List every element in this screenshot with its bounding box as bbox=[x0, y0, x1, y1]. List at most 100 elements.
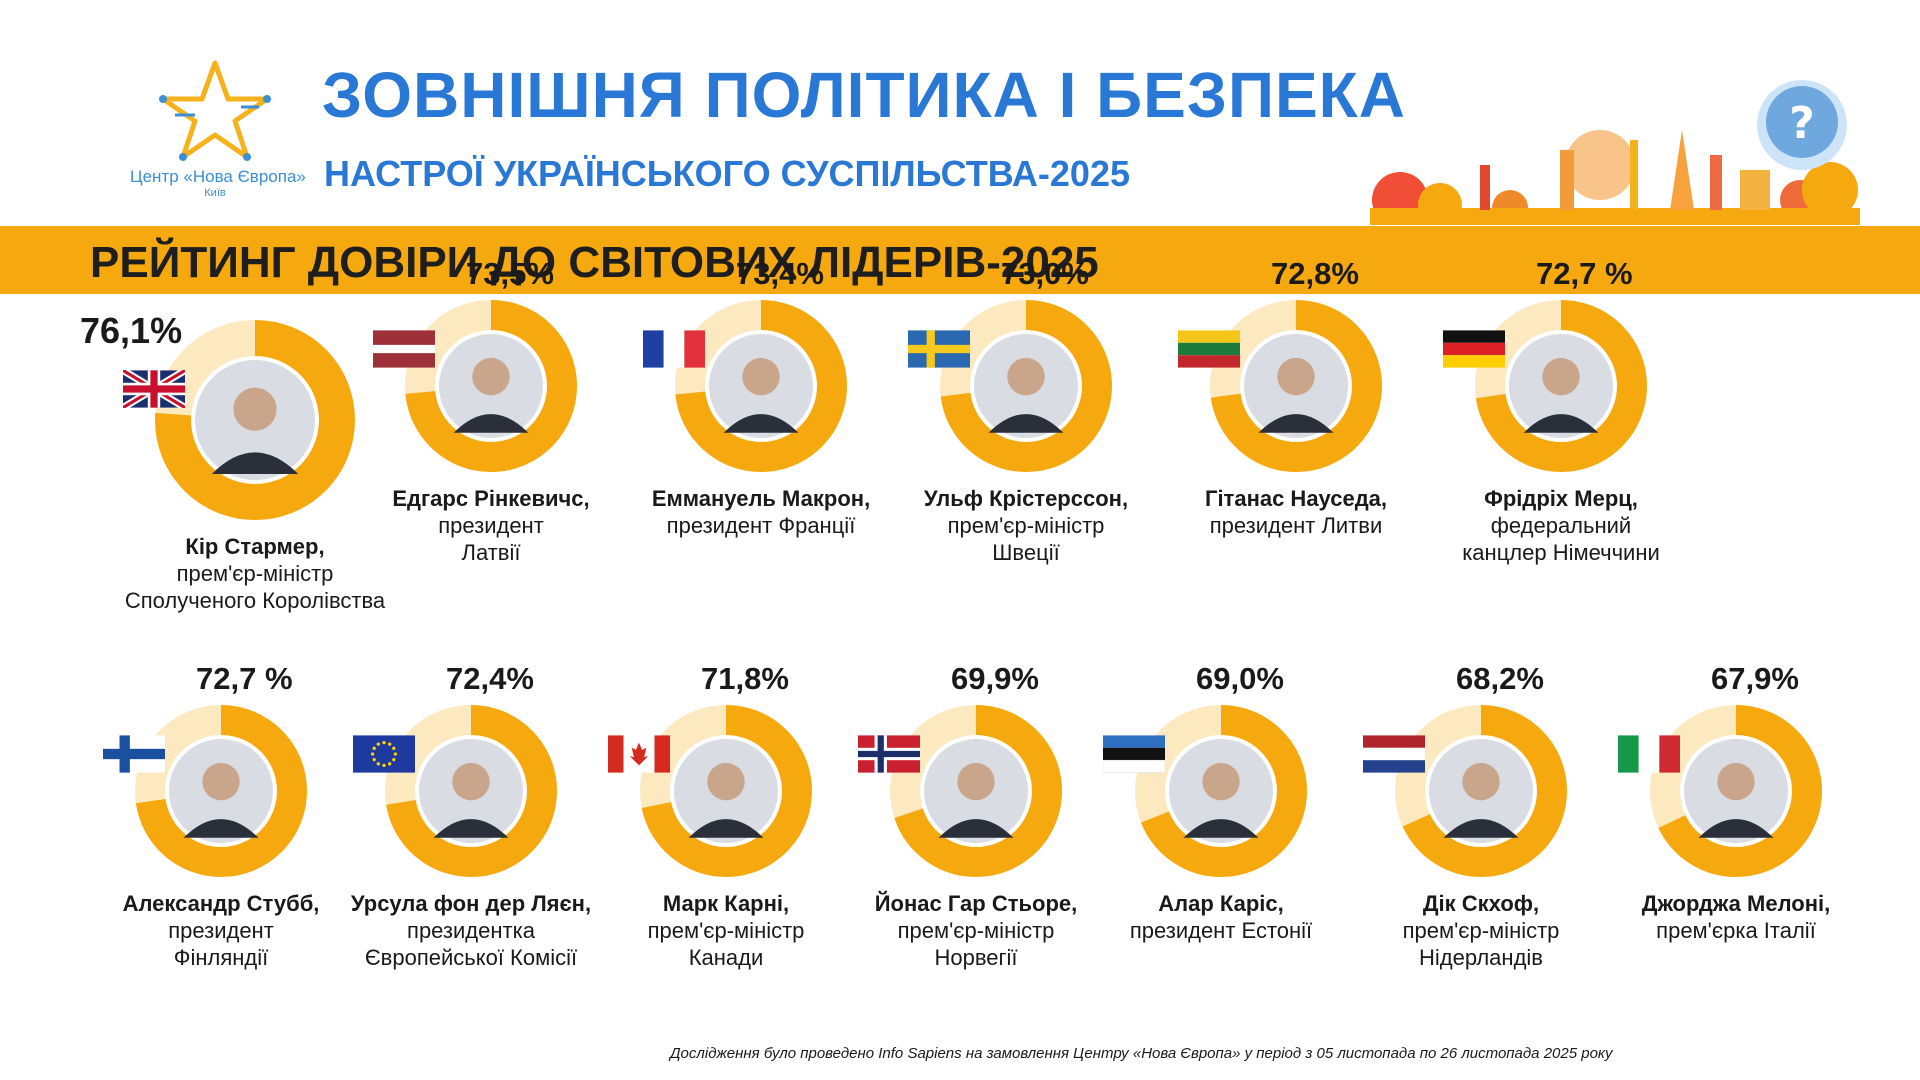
leader-role: президент Литви bbox=[1209, 513, 1383, 538]
percent-label: 69,9% bbox=[951, 661, 1039, 696]
trust-ring bbox=[940, 300, 1112, 472]
trust-arc bbox=[405, 300, 577, 472]
star-logo-icon bbox=[159, 60, 271, 161]
percent-label: 73,4% bbox=[736, 256, 824, 291]
percent-label: 72,4% bbox=[446, 661, 534, 696]
leader-caption: Еммануель Макрон, президент Франції bbox=[601, 486, 921, 539]
leader-role: прем'єрка Італії bbox=[1656, 918, 1816, 943]
banner bbox=[0, 226, 1920, 294]
trust-arc bbox=[640, 705, 812, 877]
leader-role: прем'єр-міністр bbox=[947, 513, 1105, 538]
leader-name: Ульф Крістерссон, bbox=[923, 486, 1129, 511]
trust-ring bbox=[1650, 705, 1822, 877]
trust-ring bbox=[385, 705, 557, 877]
leader-caption: Дік Скхоф, прем'єр-міністр Нідерландів bbox=[1321, 891, 1641, 971]
trust-arc bbox=[1210, 300, 1382, 472]
leader-caption: Кір Стармер, прем'єр-міністр Сполученого К… bbox=[95, 534, 415, 614]
trust-arc bbox=[1650, 705, 1822, 877]
trust-arc bbox=[940, 300, 1112, 472]
footnote: Дослідження було проведено Info Sapiens … bbox=[670, 1045, 1613, 1062]
page-subtitle: НАСТРОЇ УКРАЇНСЬКОГО СУСПІЛЬСТВА-2025 bbox=[324, 153, 1130, 194]
leader-caption: Джорджа Мелоні, прем'єрка Італії bbox=[1576, 891, 1896, 944]
percent-label: 72,7 % bbox=[196, 661, 293, 696]
flag-it-icon bbox=[1618, 735, 1680, 773]
flag-lt-icon bbox=[1178, 330, 1240, 368]
percent-label: 73,5% bbox=[466, 256, 554, 291]
leader-name: Алар Каріс, bbox=[1158, 891, 1284, 916]
flag-fi-icon bbox=[103, 735, 165, 773]
leader-role: прем'єр-міністр bbox=[176, 561, 334, 586]
leader-role: президентка bbox=[407, 918, 535, 943]
trust-ring bbox=[640, 705, 812, 877]
percent-label: 71,8% bbox=[701, 661, 789, 696]
percent-label: 72,7 % bbox=[1536, 256, 1633, 291]
leader-name: Гітанас Науседа, bbox=[1204, 486, 1388, 511]
page-title: ЗОВНІШНЯ ПОЛІТИКА І БЕЗПЕКА bbox=[322, 59, 1406, 131]
leader-caption: Ульф Крістерссон, прем'єр-міністр Швеції bbox=[866, 486, 1186, 566]
percent-label: 69,0% bbox=[1196, 661, 1284, 696]
percent-label: 72,8% bbox=[1271, 256, 1359, 291]
trust-arc bbox=[1135, 705, 1307, 877]
leader-name: Йонас Гар Стьоре, bbox=[874, 891, 1078, 916]
svg-text:?: ? bbox=[1789, 98, 1815, 149]
leader-role: Латвії bbox=[461, 540, 521, 565]
trust-ring bbox=[405, 300, 577, 472]
trust-arc bbox=[385, 705, 557, 877]
leader-role: Норвегії bbox=[934, 945, 1018, 970]
leader-role: Нідерландів bbox=[1419, 945, 1543, 970]
leader-role: Канади bbox=[688, 945, 764, 970]
leader-name: Едгарс Рінкевичс, bbox=[392, 486, 590, 511]
trust-ring bbox=[1475, 300, 1647, 472]
logo: Центр «Нова Європа» Київ bbox=[130, 55, 306, 215]
leader-caption: Урсула фон дер Ляєн, президентка Європейсь… bbox=[311, 891, 631, 971]
trust-arc bbox=[675, 300, 847, 472]
trust-ring bbox=[890, 705, 1062, 877]
logo-name: Центр «Нова Європа» bbox=[130, 167, 306, 186]
trust-arc bbox=[135, 705, 307, 877]
leader-name: Урсула фон дер Ляєн, bbox=[350, 891, 592, 916]
leader-name: Еммануель Макрон, bbox=[651, 486, 871, 511]
leader-role: президент bbox=[168, 918, 274, 943]
leader-role: Фінляндії bbox=[173, 945, 269, 970]
trust-ring bbox=[1135, 705, 1307, 877]
leader-role: прем'єр-міністр bbox=[897, 918, 1055, 943]
leader-caption: Марк Карні, прем'єр-міністр Канади bbox=[566, 891, 886, 971]
flag-eu-icon bbox=[353, 735, 415, 773]
leader-role: президент bbox=[438, 513, 544, 538]
trust-ring bbox=[675, 300, 847, 472]
chart-title: РЕЙТИНГ ДОВІРИ ДО СВІТОВИХ ЛІДЕРІВ-2025 bbox=[90, 238, 1099, 287]
trust-arc bbox=[1395, 705, 1567, 877]
leader-name: Фрідріх Мерц, bbox=[1484, 486, 1638, 511]
trust-ring bbox=[155, 320, 355, 520]
flag-ca-icon bbox=[608, 735, 670, 773]
leader-role: прем'єр-міністр bbox=[1402, 918, 1560, 943]
flag-de-icon bbox=[1443, 330, 1505, 368]
flag-se-icon bbox=[908, 330, 970, 368]
leader-name: Александр Стубб, bbox=[122, 891, 320, 916]
flag-lv-icon bbox=[373, 330, 435, 368]
leader-caption: Алар Каріс, президент Естонії bbox=[1061, 891, 1381, 944]
leader-caption: Гітанас Науседа, президент Литви bbox=[1136, 486, 1456, 539]
leader-role: Європейської Комісії bbox=[364, 945, 578, 970]
flag-uk-icon bbox=[123, 370, 185, 408]
leader-name: Джорджа Мелоні, bbox=[1641, 891, 1831, 916]
trust-ring bbox=[1395, 705, 1567, 877]
leader-caption: Александр Стубб, президент Фінляндії bbox=[61, 891, 381, 971]
leader-role: Швеції bbox=[992, 540, 1060, 565]
flag-nl-icon bbox=[1363, 735, 1425, 773]
leader-caption: Фрідріх Мерц, федеральний канцлер Німеччин… bbox=[1401, 486, 1721, 566]
leader-role: канцлер Німеччини bbox=[1462, 540, 1660, 565]
flag-ee-icon bbox=[1103, 735, 1165, 773]
logo-city: Київ bbox=[204, 187, 226, 199]
leader-role: федеральний bbox=[1490, 513, 1632, 538]
leader-caption: Едгарс Рінкевичс, президент Латвії bbox=[331, 486, 651, 566]
trust-arc bbox=[1475, 300, 1647, 472]
leader-role: Сполученого Королівства bbox=[124, 588, 386, 613]
percent-label: 67,9% bbox=[1711, 661, 1799, 696]
trust-arc bbox=[155, 320, 355, 520]
trust-arc bbox=[890, 705, 1062, 877]
flag-fr-icon bbox=[643, 330, 705, 368]
trust-ring bbox=[135, 705, 307, 877]
leader-name: Дік Скхоф, bbox=[1422, 891, 1540, 916]
leader-caption: Йонас Гар Стьоре, прем'єр-міністр Норвегії bbox=[816, 891, 1136, 971]
